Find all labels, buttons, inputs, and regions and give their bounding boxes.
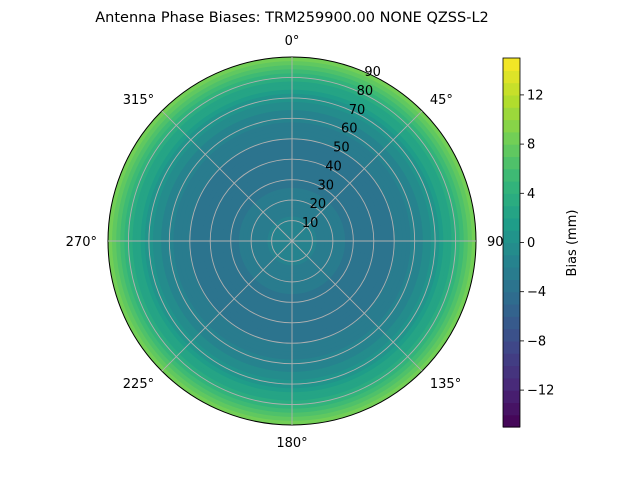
colorbar-level (503, 156, 520, 170)
colorbar-level (503, 119, 520, 133)
colorbar-level (503, 193, 520, 207)
colorbar-level (503, 304, 520, 317)
radial-tick-label: 50 (333, 141, 350, 156)
colorbar-level (503, 279, 520, 293)
colorbar-level (503, 377, 520, 391)
colorbar-level (503, 242, 520, 256)
colorbar-level (503, 316, 520, 330)
colorbar-level (503, 70, 520, 84)
angular-tick-label: 45° (430, 93, 453, 108)
radial-tick-label: 20 (310, 197, 327, 212)
colorbar-level (503, 254, 520, 268)
colorbar: 12 8 4 0 −4 −8 −12 Bias (mm) (502, 57, 580, 428)
colorbar-level (503, 353, 520, 367)
colorbar-level (503, 58, 520, 71)
colorbar-tick-label: −8 (527, 334, 546, 349)
colorbar-level (503, 230, 520, 244)
colorbar-level (503, 340, 520, 354)
colorbar-level (503, 328, 520, 342)
colorbar-level (503, 291, 520, 305)
angular-gridline (291, 240, 423, 372)
colorbar-level (503, 107, 520, 121)
colorbar-tick-label: 8 (527, 138, 535, 153)
radial-tick-label: 80 (357, 84, 374, 99)
angular-tick-label: 0° (285, 34, 300, 49)
colorbar-level (503, 402, 520, 416)
colorbar-level (503, 181, 520, 194)
angular-tick-label: 315° (123, 93, 154, 108)
colorbar-level (503, 94, 520, 108)
colorbar-tick-label: −12 (527, 384, 554, 399)
colorbar-level (503, 131, 520, 145)
angular-tick-label: 180° (276, 436, 307, 451)
angular-tick-label: 270° (66, 235, 97, 250)
colorbar-level (503, 217, 520, 231)
radial-tick-label: 70 (349, 103, 366, 118)
radial-tick-label: 30 (317, 178, 334, 193)
colorbar-level (503, 365, 520, 379)
colorbar-level (503, 144, 520, 157)
radial-tick-label: 60 (341, 122, 358, 137)
radial-tick-label: 40 (325, 159, 342, 174)
colorbar-level (503, 168, 520, 182)
colorbar-label: Bias (mm) (565, 210, 580, 277)
colorbar-level (503, 390, 520, 403)
colorbar-tick-label: 0 (527, 236, 535, 251)
angular-tick-label: 135° (430, 377, 461, 392)
angular-gridline (161, 240, 293, 372)
radial-tick-label: 90 (364, 65, 381, 80)
colorbar-tick-label: 12 (527, 88, 544, 103)
polar-labels: 0°45°90°135°180°225°270°315°102030405060… (66, 34, 510, 451)
colorbar-level (503, 205, 520, 219)
colorbar-level (503, 414, 520, 428)
colorbar-level (503, 267, 520, 280)
chart-title: Antenna Phase Biases: TRM259900.00 NONE … (95, 10, 489, 26)
angular-gridline (291, 110, 423, 242)
angular-gridline (161, 110, 293, 242)
radial-tick-label: 10 (302, 216, 319, 231)
angular-tick-label: 225° (123, 377, 154, 392)
colorbar-level (503, 82, 520, 96)
colorbar-tick-label: 4 (527, 187, 535, 202)
colorbar-tick-label: −4 (527, 285, 546, 300)
polar-grid (107, 56, 477, 426)
